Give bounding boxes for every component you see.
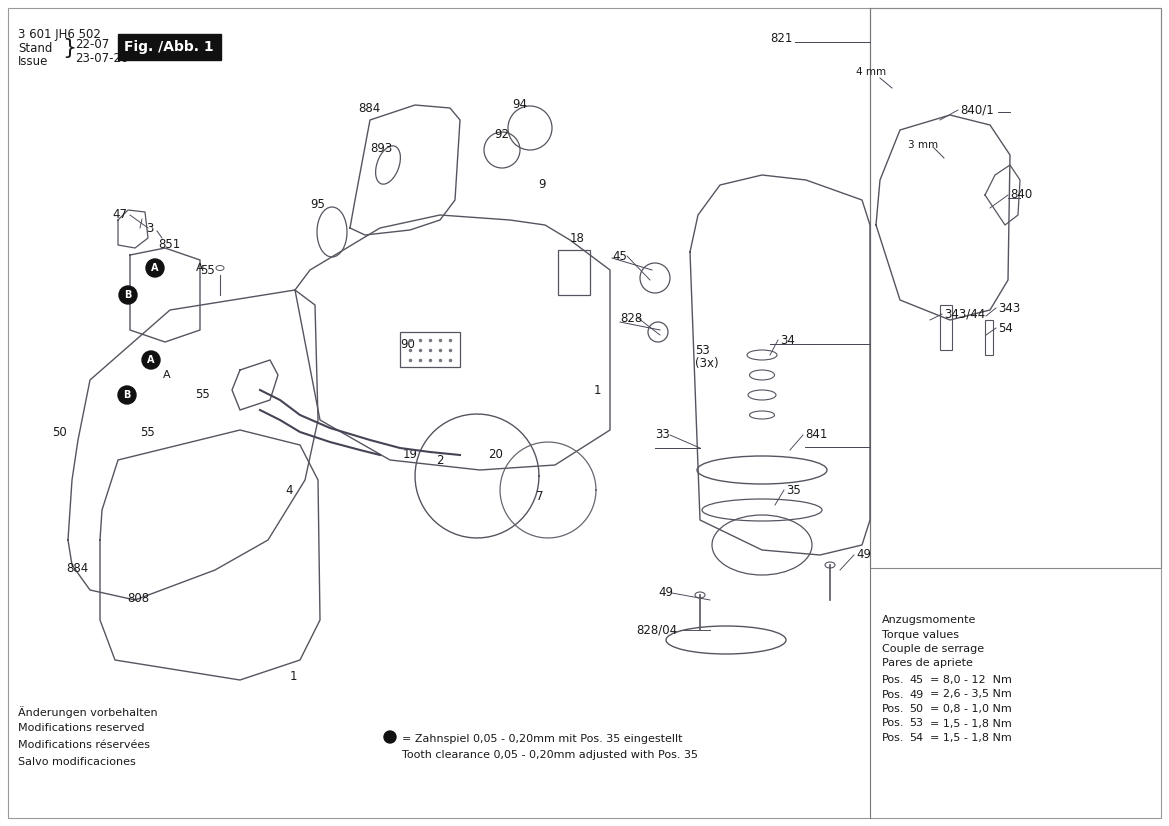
Text: Couple de serrage: Couple de serrage — [881, 644, 984, 654]
Text: Fig. /Abb. 1: Fig. /Abb. 1 — [124, 40, 214, 54]
Text: 54: 54 — [998, 321, 1012, 335]
Text: 2: 2 — [436, 453, 443, 467]
Text: 3 601 JH6 502: 3 601 JH6 502 — [18, 28, 101, 41]
Text: Pos.: Pos. — [881, 733, 905, 743]
Text: 92: 92 — [494, 129, 509, 141]
Text: 893: 893 — [371, 141, 393, 154]
Text: 34: 34 — [780, 334, 795, 346]
Text: Änderungen vorbehalten: Änderungen vorbehalten — [18, 706, 158, 718]
Text: 9: 9 — [538, 178, 546, 192]
Text: 1: 1 — [290, 670, 297, 682]
Text: Pos.: Pos. — [881, 675, 905, 685]
Text: 808: 808 — [127, 591, 150, 605]
Text: Modifications reserved: Modifications reserved — [18, 723, 145, 733]
Text: 884: 884 — [65, 562, 88, 575]
Text: 45: 45 — [613, 249, 627, 263]
Text: 90: 90 — [400, 339, 415, 352]
Text: = 0,8 - 1,0 Nm: = 0,8 - 1,0 Nm — [931, 704, 1011, 714]
Text: Pares de apriete: Pares de apriete — [881, 658, 973, 668]
Text: Pos.: Pos. — [881, 704, 905, 714]
Text: 18: 18 — [570, 231, 584, 244]
Text: 94: 94 — [512, 98, 527, 112]
Text: 884: 884 — [358, 102, 380, 115]
Text: 4: 4 — [285, 483, 292, 496]
Text: A: A — [196, 263, 203, 273]
Circle shape — [119, 286, 137, 304]
Text: 828/04: 828/04 — [636, 624, 677, 637]
Text: 47: 47 — [112, 208, 127, 221]
Text: A: A — [151, 263, 159, 273]
Circle shape — [146, 259, 164, 277]
Text: = 8,0 - 12  Nm: = 8,0 - 12 Nm — [931, 675, 1012, 685]
Text: = Zahnspiel 0,05 - 0,20mm mit Pos. 35 eingestellt: = Zahnspiel 0,05 - 0,20mm mit Pos. 35 ei… — [402, 734, 683, 744]
Text: Anzugsmomente: Anzugsmomente — [881, 615, 976, 625]
Bar — [985, 320, 992, 355]
Text: 1: 1 — [594, 383, 602, 396]
Text: 35: 35 — [786, 483, 801, 496]
Text: 840: 840 — [1010, 188, 1032, 202]
Text: 7: 7 — [537, 490, 544, 502]
Circle shape — [141, 351, 160, 369]
Text: = 1,5 - 1,8 Nm: = 1,5 - 1,8 Nm — [931, 733, 1011, 743]
Text: 821: 821 — [770, 31, 793, 45]
Text: = 2,6 - 3,5 Nm: = 2,6 - 3,5 Nm — [931, 690, 1011, 700]
Text: 55: 55 — [140, 425, 154, 439]
Text: = 1,5 - 1,8 Nm: = 1,5 - 1,8 Nm — [931, 719, 1011, 729]
Text: }: } — [62, 38, 76, 58]
Text: 828: 828 — [620, 311, 642, 325]
Text: 54: 54 — [909, 733, 924, 743]
Text: 3 mm: 3 mm — [908, 140, 939, 150]
Text: 840/1: 840/1 — [960, 103, 994, 116]
Text: Modifications réservées: Modifications réservées — [18, 740, 150, 750]
Bar — [400, 332, 459, 367]
Text: Tooth clearance 0,05 - 0,20mm adjusted with Pos. 35: Tooth clearance 0,05 - 0,20mm adjusted w… — [402, 750, 698, 760]
Text: B: B — [124, 290, 132, 300]
Text: Issue: Issue — [18, 55, 48, 68]
Text: 53: 53 — [909, 719, 924, 729]
Text: A: A — [162, 370, 171, 380]
Text: Pos.: Pos. — [881, 719, 905, 729]
Text: 4 mm: 4 mm — [856, 67, 886, 77]
Text: 23-07-20: 23-07-20 — [75, 52, 129, 65]
Bar — [870, 8, 1161, 568]
Text: 22-07: 22-07 — [75, 38, 109, 51]
Text: 343: 343 — [998, 301, 1021, 315]
FancyBboxPatch shape — [118, 34, 221, 60]
Text: 53: 53 — [696, 344, 710, 357]
Text: Torque values: Torque values — [881, 629, 959, 639]
Text: 49: 49 — [658, 586, 673, 600]
Text: 20: 20 — [487, 449, 503, 462]
Text: 55: 55 — [195, 388, 209, 401]
Text: 95: 95 — [310, 198, 325, 211]
Text: (3x): (3x) — [696, 358, 719, 371]
Text: 49: 49 — [856, 548, 871, 562]
Text: A: A — [147, 355, 154, 365]
Text: 841: 841 — [805, 429, 828, 442]
Text: 55: 55 — [200, 263, 215, 277]
Text: 50: 50 — [909, 704, 924, 714]
Bar — [558, 250, 590, 295]
Text: 343/44: 343/44 — [945, 307, 985, 320]
Text: Stand: Stand — [18, 42, 53, 55]
Text: B: B — [123, 390, 131, 400]
Text: 19: 19 — [403, 449, 419, 462]
Text: Salvo modificaciones: Salvo modificaciones — [18, 757, 136, 767]
Text: 49: 49 — [909, 690, 924, 700]
Text: 851: 851 — [158, 238, 180, 250]
Text: 3: 3 — [146, 222, 153, 235]
Circle shape — [383, 731, 396, 743]
Text: 50: 50 — [51, 425, 67, 439]
Text: 33: 33 — [655, 429, 670, 442]
Circle shape — [118, 386, 136, 404]
Text: 45: 45 — [909, 675, 924, 685]
Bar — [940, 305, 952, 350]
Text: Pos.: Pos. — [881, 690, 905, 700]
